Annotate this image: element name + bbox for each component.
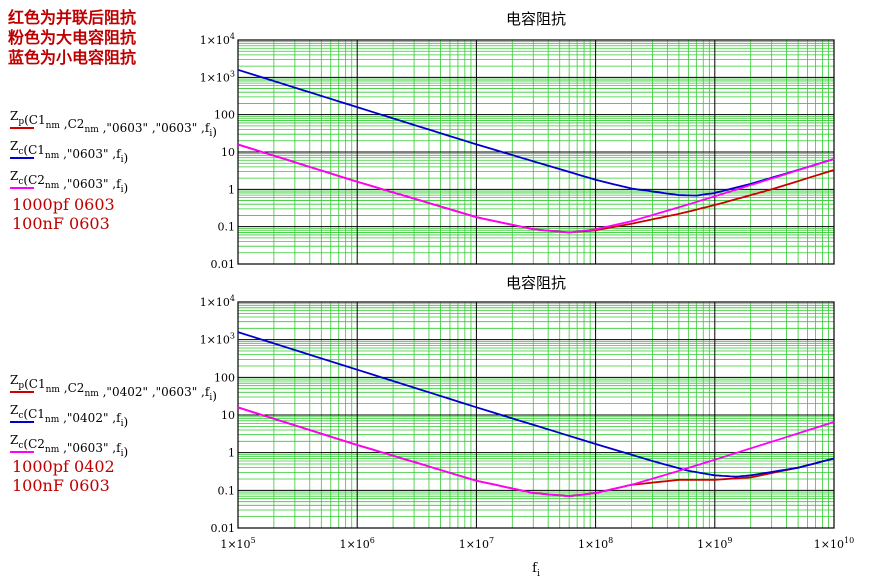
x-tick-label: 1×1010	[814, 536, 854, 551]
annotation-line-1: 1000pf 0603	[12, 195, 115, 214]
y-tick-label: 10	[221, 409, 235, 422]
y-tick-label: 100	[214, 371, 235, 384]
chart-title: 电容阻抗	[506, 10, 566, 28]
annotation-line-2: 100nF 0603	[12, 476, 110, 495]
note-line-blue: 蓝色为小电容阻抗	[8, 48, 137, 67]
y-tick-label: 1×104	[200, 294, 235, 309]
legend-label-1: Zp(C1nm ,C2nm ,"0603" ,"0603" ,fi)	[10, 109, 217, 139]
note-line-pink: 粉色为大电容阻抗	[8, 28, 137, 47]
legend-label-3: Zc(C2nm ,"0603" ,fi)	[10, 169, 128, 195]
legend-label-3: Zc(C2nm ,"0603" ,fi)	[10, 433, 128, 459]
y-tick-label: 1	[228, 183, 235, 196]
note-line-red: 红色为并联后阻抗	[8, 8, 137, 27]
y-tick-label: 1×104	[200, 32, 235, 47]
chart-title: 电容阻抗	[506, 274, 566, 292]
y-tick-label: 0.1	[218, 484, 236, 497]
x-axis-label: fi	[532, 561, 540, 579]
chart-panel-2: 电容阻抗 0.01 0.1 1 10 100 1×103 1×104 Zp(C1nm ,C2nm…	[10, 274, 854, 579]
plot-frame	[237, 39, 835, 265]
chart-panel-1: 电容阻抗 0.01 0.1 1 10 100 1×103 1×104 Zp(C1nm ,C2nm…	[10, 10, 835, 271]
y-tick-label: 1	[228, 447, 235, 460]
y-tick-label: 100	[214, 109, 235, 122]
legend-label-2: Zc(C1nm ,"0603" ,fi)	[10, 139, 128, 165]
series-line-2	[237, 331, 835, 478]
series-line-3	[237, 406, 835, 498]
x-tick-label: 1×106	[340, 536, 375, 551]
x-tick-label: 1×105	[220, 536, 255, 551]
x-tick-label: 1×107	[459, 536, 494, 551]
x-tick-label: 1×108	[578, 536, 613, 551]
color-legend-note: 红色为并联后阻抗 粉色为大电容阻抗 蓝色为小电容阻抗	[8, 8, 136, 68]
y-tick-label: 1×103	[200, 332, 235, 347]
annotation-line-2: 100nF 0603	[12, 214, 110, 233]
y-tick-label: 10	[221, 146, 235, 159]
y-tick-label: 0.01	[211, 522, 236, 535]
y-tick-label: 1×103	[200, 69, 235, 84]
y-tick-label: 0.01	[211, 258, 236, 271]
annotation-line-1: 1000pf 0402	[12, 457, 115, 476]
legend-label-2: Zc(C1nm ,"0402" ,fi)	[10, 403, 128, 429]
y-tick-label: 0.1	[218, 221, 236, 234]
legend-label-1: Zp(C1nm ,C2nm ,"0402" ,"0603" ,fi)	[10, 373, 217, 403]
plot-frame	[237, 301, 835, 529]
x-tick-label: 1×109	[697, 536, 732, 551]
series-line-3	[237, 143, 835, 234]
